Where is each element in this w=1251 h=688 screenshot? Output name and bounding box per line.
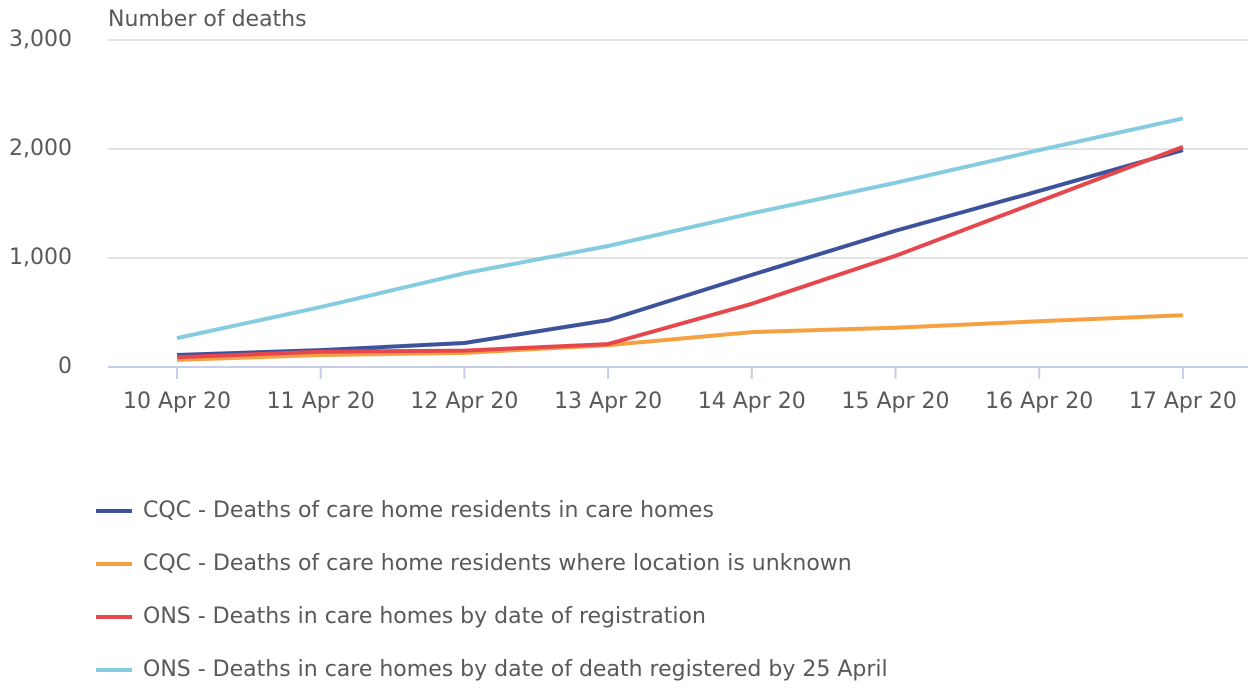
x-tick-label: 17 Apr 20 xyxy=(1129,389,1237,414)
legend-label: ONS - Deaths in care homes by date of de… xyxy=(143,657,888,682)
y-axis-label: Number of deaths xyxy=(108,7,307,32)
series-line xyxy=(176,144,1184,360)
series-line xyxy=(176,116,1184,341)
y-tick-label: 3,000 xyxy=(9,27,72,52)
x-tick-label: 11 Apr 20 xyxy=(267,389,375,414)
x-tick-label: 10 Apr 20 xyxy=(123,389,231,414)
y-tick-label: 0 xyxy=(58,354,72,379)
legend-label: CQC - Deaths of care home residents wher… xyxy=(143,551,852,576)
x-tick-label: 12 Apr 20 xyxy=(410,389,518,414)
x-tick-label: 16 Apr 20 xyxy=(985,389,1093,414)
y-tick-label: 2,000 xyxy=(9,136,72,161)
legend-label: CQC - Deaths of care home residents in c… xyxy=(143,498,714,523)
x-tick-label: 13 Apr 20 xyxy=(554,389,662,414)
x-tick-label: 15 Apr 20 xyxy=(841,389,949,414)
y-tick-label: 1,000 xyxy=(9,245,72,270)
legend-label: ONS - Deaths in care homes by date of re… xyxy=(143,604,706,629)
x-tick-label: 14 Apr 20 xyxy=(698,389,806,414)
series-line xyxy=(176,313,1183,362)
series-line xyxy=(176,148,1184,358)
